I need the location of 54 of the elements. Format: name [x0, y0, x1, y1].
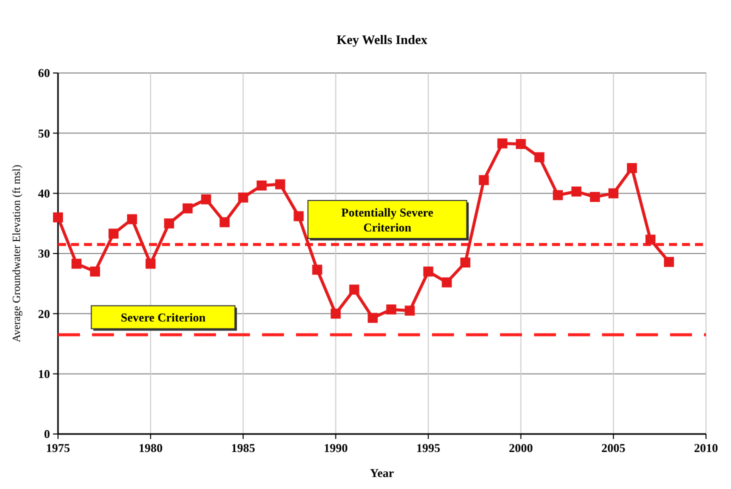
- point: [294, 211, 304, 222]
- point: [90, 266, 100, 277]
- point: [108, 228, 119, 239]
- x-tick-label: 2000: [508, 441, 533, 455]
- y-tick-label: 20: [38, 306, 50, 321]
- point: [127, 214, 138, 224]
- x-tick-label: 1980: [138, 441, 163, 455]
- y-tick-label: 60: [38, 66, 50, 80]
- point: [571, 186, 582, 197]
- y-tick-label: 10: [38, 367, 50, 382]
- point: [330, 308, 341, 319]
- x-axis-title: Year: [370, 466, 395, 480]
- point: [53, 212, 63, 222]
- x-tick-label: 1990: [324, 441, 348, 455]
- x-tick-label: 1985: [231, 441, 256, 455]
- point: [664, 256, 674, 267]
- point: [146, 258, 156, 269]
- x-tick-label: 1975: [46, 441, 70, 455]
- ref-line-label: Potentially Severe Criterion: [341, 205, 434, 234]
- point: [349, 284, 360, 295]
- x-tick-label: 1995: [416, 441, 440, 455]
- point: [590, 192, 600, 202]
- y-tick-label: 30: [38, 246, 50, 261]
- point: [442, 277, 452, 288]
- point: [220, 217, 230, 228]
- x-tick-label: 2005: [601, 441, 626, 455]
- point: [608, 188, 618, 198]
- point: [72, 258, 82, 269]
- point: [368, 312, 378, 323]
- point: [626, 163, 637, 174]
- point: [238, 192, 248, 203]
- point: [201, 194, 212, 204]
- point: [460, 258, 470, 268]
- x-tick-label: 2010: [694, 441, 718, 455]
- point: [478, 175, 489, 186]
- point: [164, 218, 174, 228]
- point: [552, 190, 563, 200]
- chart-title: Key Wells Index: [336, 32, 428, 47]
- y-tick-label: 50: [38, 126, 50, 140]
- point: [386, 304, 396, 314]
- y-tick-label: 40: [38, 186, 50, 201]
- point: [534, 152, 544, 162]
- point: [404, 306, 415, 316]
- point: [516, 138, 526, 149]
- point: [312, 264, 322, 275]
- ref-line-label: Severe Criterion: [120, 310, 206, 325]
- point: [645, 234, 656, 245]
- point: [256, 180, 267, 191]
- point: [423, 266, 434, 277]
- point: [497, 138, 508, 148]
- point: [182, 203, 193, 214]
- y-tick-label: 0: [44, 427, 50, 442]
- point: [275, 179, 286, 190]
- y-axis-title: Average Groundwater Elevation (ft msl): [11, 164, 23, 342]
